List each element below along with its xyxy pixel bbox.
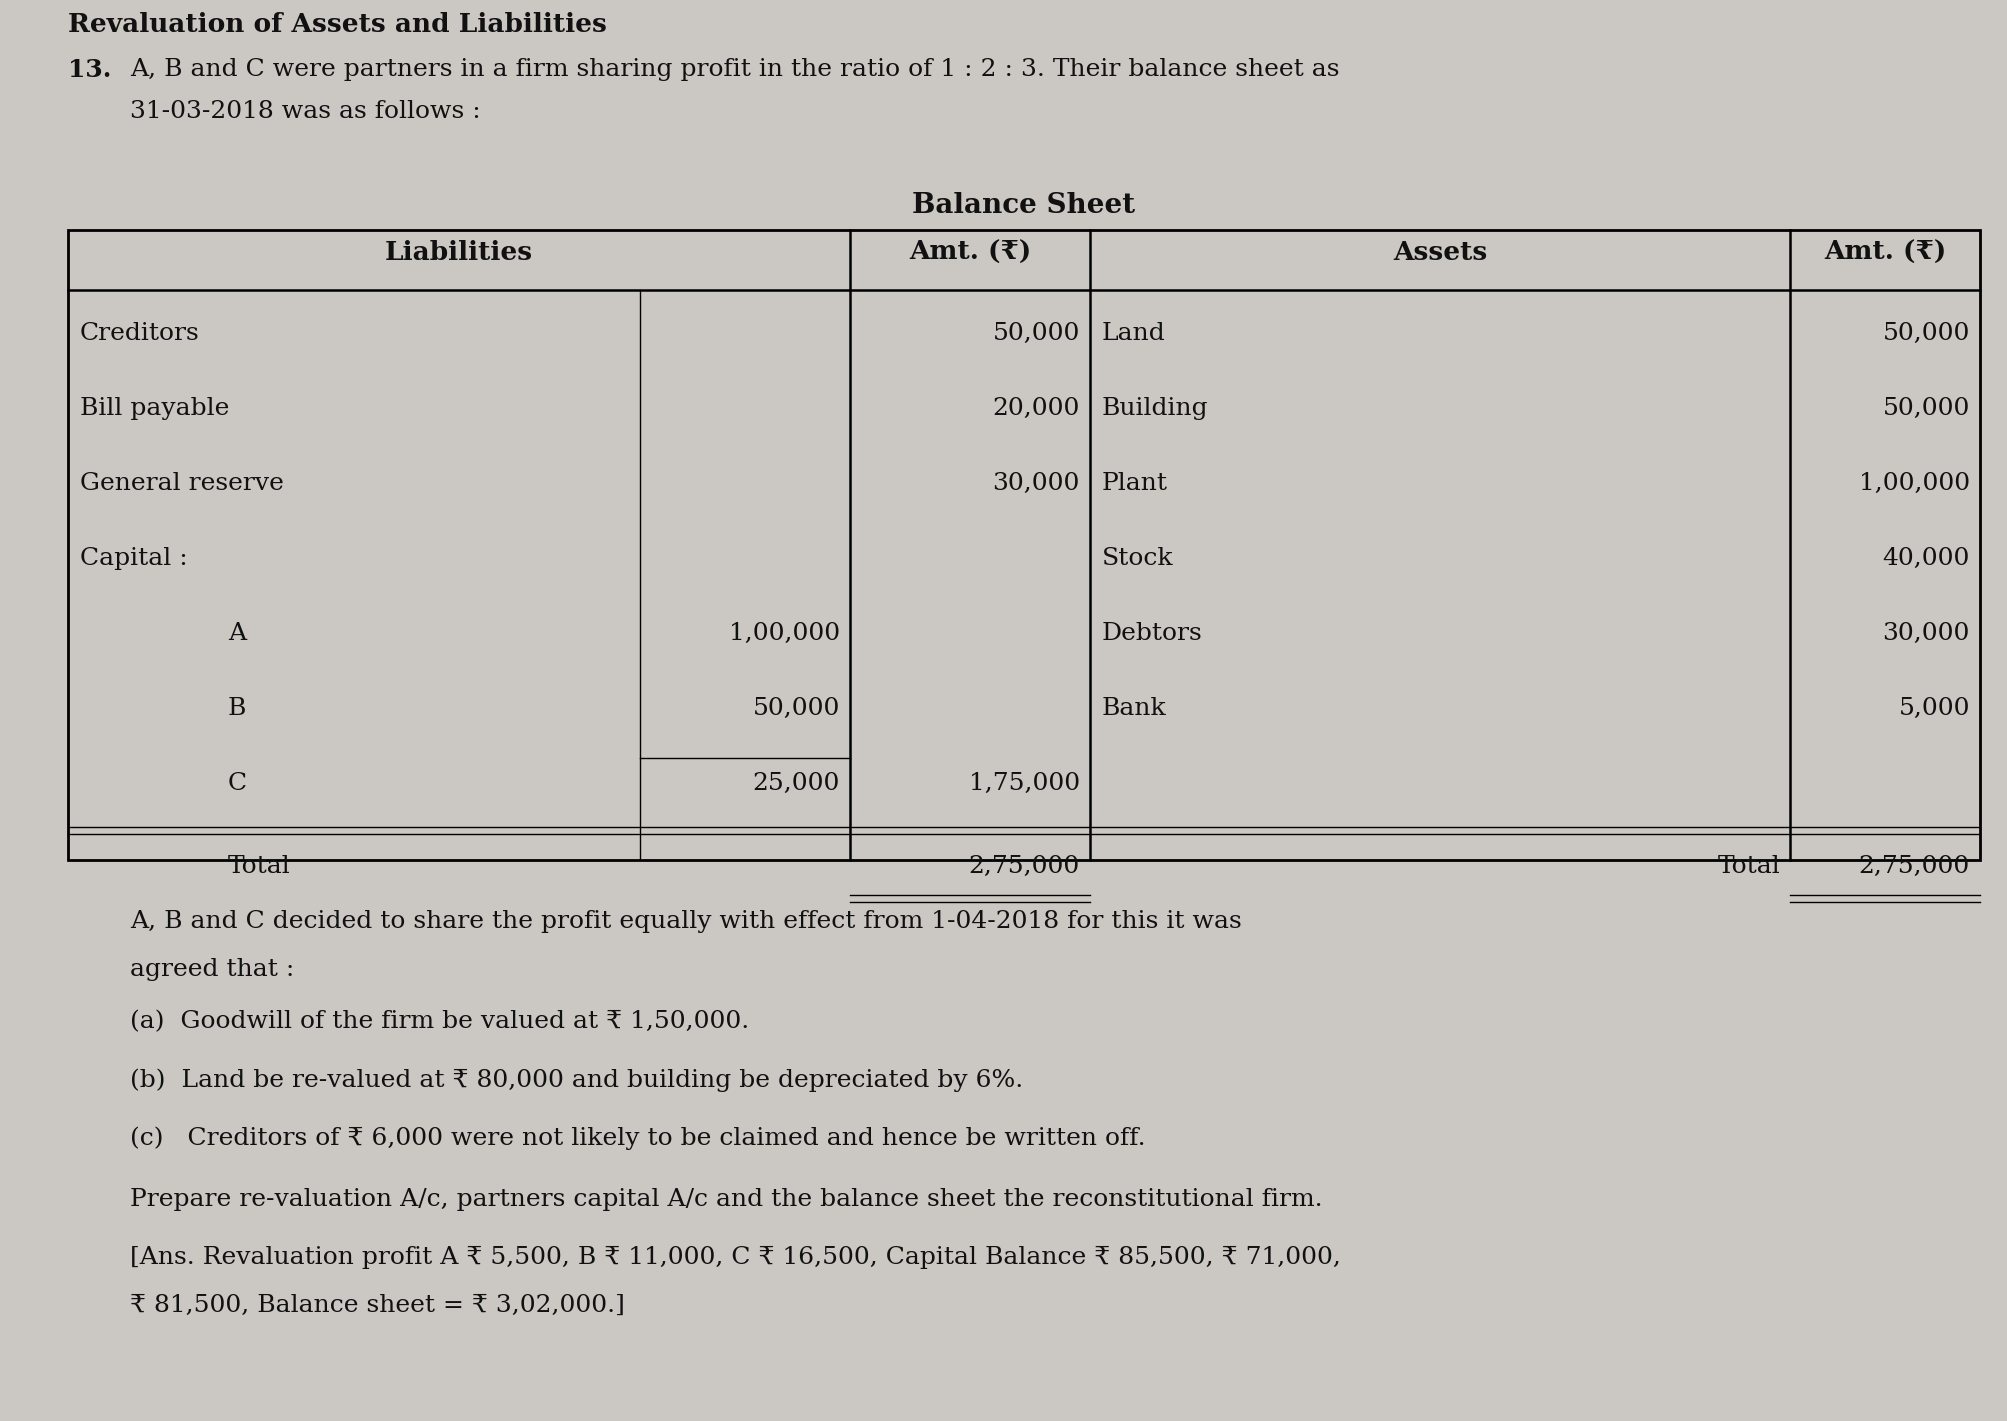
- Text: C: C: [229, 772, 247, 794]
- Text: 50,000: 50,000: [1883, 396, 1971, 421]
- Text: 1,75,000: 1,75,000: [969, 772, 1080, 794]
- Text: Balance Sheet: Balance Sheet: [913, 192, 1136, 219]
- Text: 13.: 13.: [68, 58, 110, 82]
- Text: B: B: [229, 696, 247, 720]
- Text: Creditors: Creditors: [80, 323, 201, 345]
- Text: 40,000: 40,000: [1883, 547, 1971, 570]
- Text: 2,75,000: 2,75,000: [1858, 855, 1971, 878]
- Text: Revaluation of Assets and Liabilities: Revaluation of Assets and Liabilities: [68, 11, 606, 37]
- Text: Total: Total: [229, 855, 291, 878]
- Text: Amt. (₹): Amt. (₹): [1824, 240, 1947, 264]
- Text: 1,00,000: 1,00,000: [729, 622, 841, 645]
- Text: 30,000: 30,000: [1883, 622, 1971, 645]
- Text: Total: Total: [1718, 855, 1780, 878]
- Text: Building: Building: [1102, 396, 1208, 421]
- Text: 31-03-2018 was as follows :: 31-03-2018 was as follows :: [130, 99, 482, 124]
- Text: 50,000: 50,000: [1883, 323, 1971, 345]
- Text: A: A: [229, 622, 247, 645]
- Text: 5,000: 5,000: [1899, 696, 1971, 720]
- Text: 30,000: 30,000: [993, 472, 1080, 495]
- Text: Debtors: Debtors: [1102, 622, 1202, 645]
- Text: 1,00,000: 1,00,000: [1858, 472, 1971, 495]
- Text: 25,000: 25,000: [753, 772, 841, 794]
- Text: Stock: Stock: [1102, 547, 1174, 570]
- Text: Bank: Bank: [1102, 696, 1166, 720]
- Text: Land: Land: [1102, 323, 1166, 345]
- Text: A, B and C decided to share the profit equally with effect from 1-04-2018 for th: A, B and C decided to share the profit e…: [130, 909, 1242, 934]
- Text: 20,000: 20,000: [993, 396, 1080, 421]
- Text: Plant: Plant: [1102, 472, 1168, 495]
- Text: ₹ 81,500, Balance sheet = ₹ 3,02,000.]: ₹ 81,500, Balance sheet = ₹ 3,02,000.]: [130, 1295, 624, 1317]
- Text: 50,000: 50,000: [993, 323, 1080, 345]
- Text: Amt. (₹): Amt. (₹): [909, 240, 1032, 264]
- Text: (a)  Goodwill of the firm be valued at ₹ 1,50,000.: (a) Goodwill of the firm be valued at ₹ …: [130, 1010, 749, 1033]
- Text: [Ans. Revaluation profit A ₹ 5,500, B ₹ 11,000, C ₹ 16,500, Capital Balance ₹ 85: [Ans. Revaluation profit A ₹ 5,500, B ₹ …: [130, 1246, 1341, 1269]
- Text: (b)  Land be re-valued at ₹ 80,000 and building be depreciated by 6%.: (b) Land be re-valued at ₹ 80,000 and bu…: [130, 1069, 1024, 1091]
- Text: General reserve: General reserve: [80, 472, 283, 495]
- Text: Liabilities: Liabilities: [385, 240, 534, 264]
- Text: Assets: Assets: [1393, 240, 1487, 264]
- Text: Prepare re-valuation A/c, partners capital A/c and the balance sheet the reconst: Prepare re-valuation A/c, partners capit…: [130, 1188, 1323, 1211]
- Text: 2,75,000: 2,75,000: [969, 855, 1080, 878]
- Text: 50,000: 50,000: [753, 696, 841, 720]
- Bar: [68, 230, 1981, 860]
- Text: (c)   Creditors of ₹ 6,000 were not likely to be claimed and hence be written of: (c) Creditors of ₹ 6,000 were not likely…: [130, 1125, 1146, 1150]
- Text: Bill payable: Bill payable: [80, 396, 229, 421]
- Text: Capital :: Capital :: [80, 547, 189, 570]
- Text: A, B and C were partners in a firm sharing profit in the ratio of 1 : 2 : 3. The: A, B and C were partners in a firm shari…: [130, 58, 1339, 81]
- Text: agreed that :: agreed that :: [130, 958, 295, 980]
